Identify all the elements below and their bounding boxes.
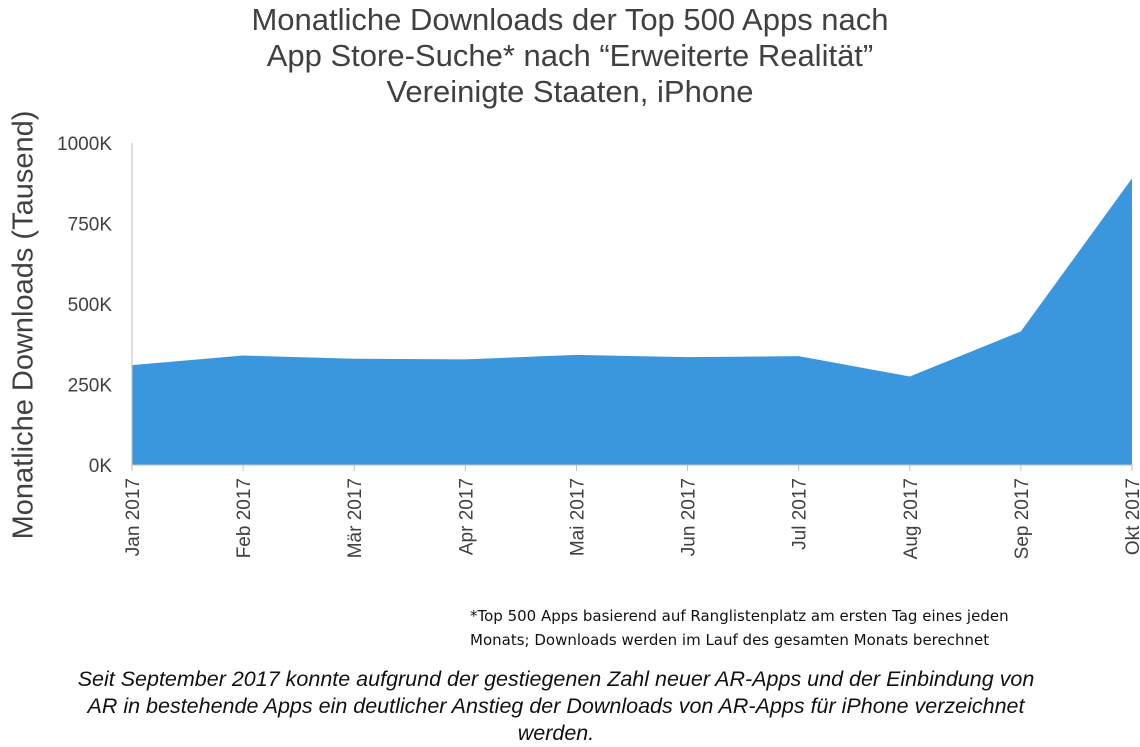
x-tick-label: Apr 2017 (456, 478, 477, 555)
x-tick-label: Mär 2017 (345, 478, 366, 558)
caption-line-3: werden. (517, 721, 595, 745)
chart-title-line-2: App Store-Suche* nach “Erweiterte Realit… (266, 38, 874, 73)
x-tick-label: Sep 2017 (1012, 478, 1033, 559)
x-tick-label: Mai 2017 (567, 478, 588, 556)
chart-title: Monatliche Downloads der Top 500 Apps na… (60, 2, 1080, 110)
y-tick-label: 750K (68, 215, 113, 236)
y-tick-label: 1000K (57, 134, 112, 155)
caption-line-1: Seit September 2017 konnte aufgrund der … (77, 667, 1035, 691)
x-tick-label: Feb 2017 (234, 478, 255, 558)
x-tick-label: Jan 2017 (123, 478, 144, 556)
y-tick-label: 0K (89, 456, 113, 477)
area-series-1 (132, 178, 1132, 466)
y-tick-label: 500K (68, 295, 113, 316)
footnote-line-2: Monats; Downloads werden im Lauf des ges… (470, 631, 990, 649)
caption-line-2: AR in bestehende Apps ein deutlicher Ans… (87, 694, 1025, 718)
y-tick-label: 250K (68, 376, 113, 397)
footnote: *Top 500 Apps basierend auf Ranglistenpl… (470, 604, 1090, 652)
x-tick-label: Jul 2017 (790, 478, 811, 550)
x-tick-label: Aug 2017 (901, 478, 922, 559)
footnote-line-1: *Top 500 Apps basierend auf Ranglistenpl… (470, 607, 1009, 625)
chart-title-line-3: Vereinigte Staaten, iPhone (386, 74, 754, 109)
chart-title-line-1: Monatliche Downloads der Top 500 Apps na… (251, 2, 889, 37)
x-tick-label: Okt 2017 (1123, 478, 1140, 555)
caption: Seit September 2017 konnte aufgrund der … (0, 666, 1112, 747)
x-tick-label: Jun 2017 (679, 478, 700, 556)
